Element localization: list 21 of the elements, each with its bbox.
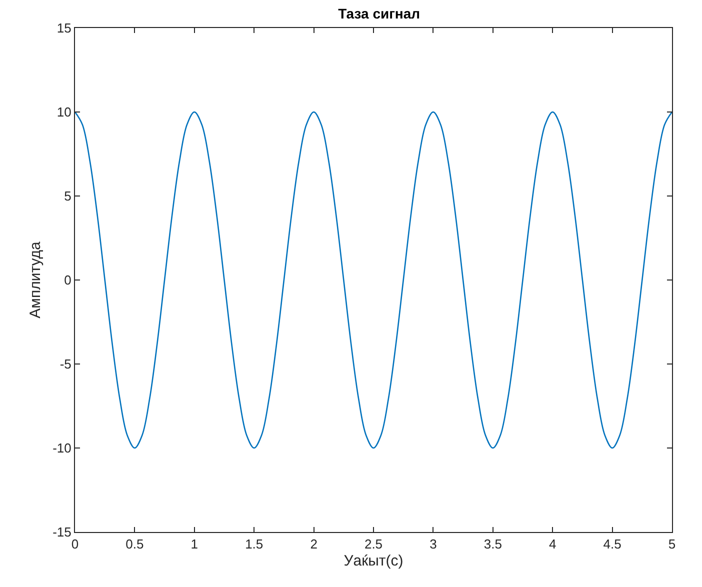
chart-title: Таза сигнал [338, 6, 420, 22]
y-tick-label: -15 [52, 524, 72, 540]
x-tick-label: 0.5 [126, 536, 144, 552]
x-tick-label: 1.5 [245, 536, 264, 552]
x-tick-label: 1 [190, 536, 198, 552]
y-tick-label: 5 [64, 188, 72, 204]
y-axis-title: Амплитуда [26, 240, 44, 318]
x-tick-label: 4 [548, 536, 556, 552]
y-tick-label: -5 [60, 356, 72, 372]
x-tick-label: 2 [310, 536, 318, 552]
y-tick-label: 15 [56, 20, 72, 36]
x-tick-label: 4.5 [603, 536, 622, 552]
x-tick-label: 2.5 [364, 536, 383, 552]
y-tick-label: 10 [56, 104, 72, 120]
x-tick-label: 3.5 [484, 536, 502, 552]
x-axis-title: Уаќыт(с) [344, 552, 404, 570]
y-tick-label: -10 [52, 440, 72, 456]
x-tick-label: 3 [430, 536, 437, 552]
line-series [75, 111, 672, 449]
x-tick-label: 5 [668, 536, 676, 552]
y-tick-label: 0 [64, 272, 72, 288]
